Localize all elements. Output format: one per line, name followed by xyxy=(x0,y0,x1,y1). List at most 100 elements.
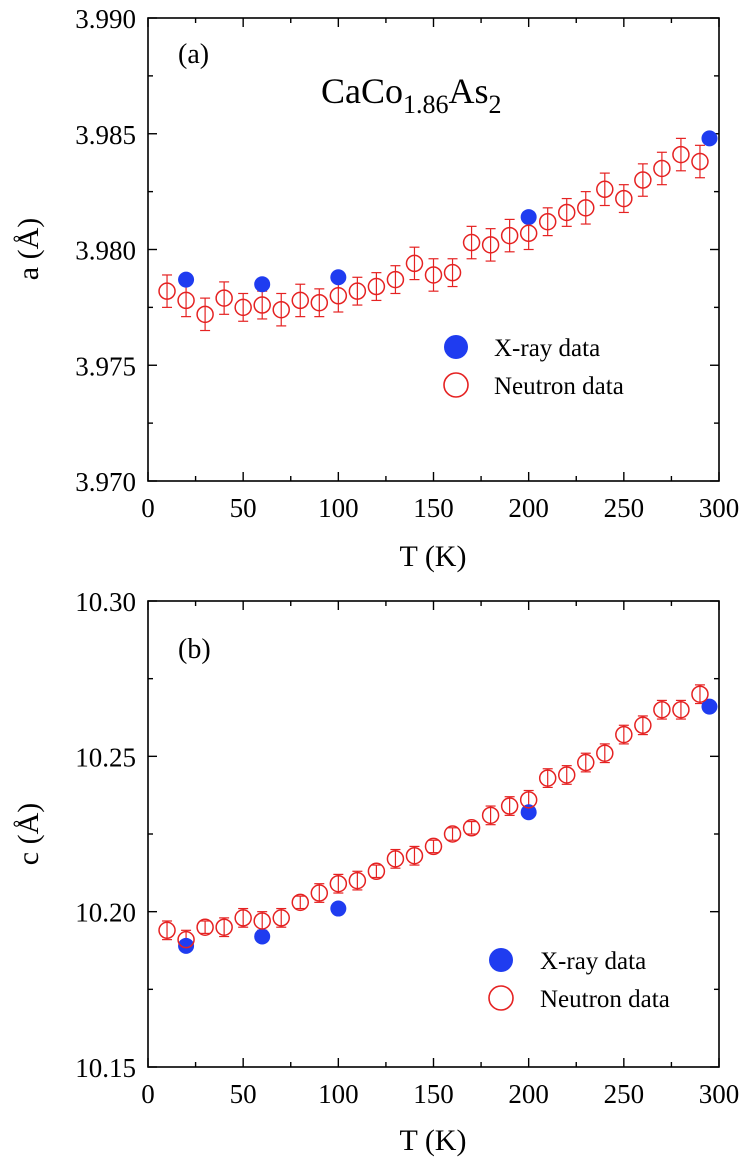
neutron-point xyxy=(481,806,500,825)
x-tick-label: 250 xyxy=(604,493,645,523)
neutron-point xyxy=(519,791,538,809)
x-tick-label: 50 xyxy=(230,1079,257,1109)
neutron-point xyxy=(215,289,233,307)
neutron-point xyxy=(158,282,176,300)
xray-point xyxy=(520,804,537,821)
y-tick-label: 3.975 xyxy=(75,351,136,381)
y-tick-label: 3.970 xyxy=(75,467,136,497)
xray-point xyxy=(178,271,195,288)
neutron-point xyxy=(443,825,462,843)
x-tick-label: 250 xyxy=(604,1079,645,1109)
neutron-point xyxy=(310,884,329,902)
legend-marker-neutron-b xyxy=(488,985,514,1011)
legend-b: X-ray data Neutron data xyxy=(488,948,670,1013)
xray-point xyxy=(520,209,537,226)
y-tick-labels-a: 3.970 3.975 3.980 3.985 3.990 xyxy=(75,4,136,497)
x-axis-label-a: T (K) xyxy=(400,540,467,573)
neutron-point xyxy=(386,850,405,868)
neutron-point xyxy=(557,766,576,784)
neutron-point xyxy=(158,921,176,940)
neutron-point xyxy=(348,282,367,300)
legend-marker-neutron-a xyxy=(443,372,469,398)
neutron-point xyxy=(310,293,329,312)
neutron-point xyxy=(291,893,310,912)
y-tick-label: 10.20 xyxy=(75,898,136,928)
x-tick-label: 0 xyxy=(141,493,155,523)
neutron-point xyxy=(691,685,709,703)
xray-point xyxy=(330,269,347,286)
panel-a: 0 50 100 150 200 250 300 3.9703.9753.9803.9853… xyxy=(12,4,739,573)
x-tick-label: 300 xyxy=(699,493,740,523)
neutron-point xyxy=(500,226,519,245)
neutron-point xyxy=(329,874,348,893)
x-tick-label: 200 xyxy=(508,493,549,523)
neutron-point xyxy=(615,189,633,208)
neutron-point xyxy=(500,797,519,815)
data-points-b xyxy=(158,685,718,954)
neutron-point xyxy=(672,700,690,719)
neutron-point xyxy=(329,287,348,305)
neutron-point xyxy=(253,296,271,314)
compound-base: CaCo xyxy=(321,71,403,111)
neutron-point xyxy=(386,270,405,289)
compound-title: CaCo1.86As2 xyxy=(321,71,502,119)
x-tick-label: 150 xyxy=(413,1079,454,1109)
neutron-point xyxy=(577,753,595,772)
legend-a: X-ray data Neutron data xyxy=(443,335,624,400)
xray-point xyxy=(254,928,271,945)
neutron-point xyxy=(405,846,424,865)
x-tick-label: 200 xyxy=(508,1079,549,1109)
neutron-point xyxy=(253,912,271,930)
neutron-point xyxy=(653,159,671,178)
neutron-point xyxy=(367,862,386,881)
neutron-point xyxy=(272,909,290,927)
legend-label-xray-a: X-ray data xyxy=(494,335,600,362)
xray-point xyxy=(254,276,271,293)
panel-b: 0 50 100 150 200 250 300 10.1510.2010.2510.30 … xyxy=(12,587,739,1157)
y-tick-label: 10.25 xyxy=(75,742,136,772)
neutron-point xyxy=(272,300,290,319)
x-tick-label: 100 xyxy=(318,493,359,523)
xray-point xyxy=(701,698,718,715)
x-tick-labels-b: 0 50 100 150 200 250 300 xyxy=(141,1079,739,1109)
neutron-point xyxy=(215,918,233,936)
neutron-point xyxy=(672,145,690,164)
neutron-point xyxy=(348,871,367,890)
neutron-point xyxy=(538,769,557,787)
ticks-a xyxy=(147,17,720,482)
y-tick-label: 3.990 xyxy=(75,4,136,34)
neutron-point xyxy=(405,254,424,273)
neutron-point xyxy=(424,837,443,856)
compound-mid: As xyxy=(449,71,489,111)
compound-sub1: 1.86 xyxy=(403,90,449,119)
y-tick-label: 10.30 xyxy=(75,587,136,617)
legend-marker-xray-a xyxy=(444,335,468,359)
y-axis-label-b: c (Å) xyxy=(12,803,45,865)
legend-label-neutron-b: Neutron data xyxy=(540,986,670,1013)
xray-point xyxy=(178,937,195,954)
x-tick-label: 100 xyxy=(318,1079,359,1109)
neutron-point xyxy=(538,212,557,231)
plot-frame-a xyxy=(147,17,720,482)
neutron-point xyxy=(615,725,633,744)
neutron-point xyxy=(557,203,576,222)
neutron-point xyxy=(691,152,709,171)
legend-label-xray-b: X-ray data xyxy=(540,948,646,975)
neutron-point xyxy=(481,236,500,254)
xray-point xyxy=(330,900,347,917)
neutron-point xyxy=(424,266,443,284)
neutron-point xyxy=(234,909,252,927)
compound-sub2: 2 xyxy=(489,90,502,119)
neutron-point xyxy=(577,199,595,217)
legend-label-neutron-a: Neutron data xyxy=(494,373,624,400)
legend-marker-xray-b xyxy=(489,948,513,972)
neutron-point xyxy=(196,305,214,324)
y-tick-label: 3.980 xyxy=(75,236,136,266)
neutron-point xyxy=(196,918,214,936)
neutron-point xyxy=(462,819,481,837)
neutron-point xyxy=(519,224,538,243)
xray-point xyxy=(701,130,718,147)
neutron-point xyxy=(177,930,195,949)
neutron-point xyxy=(653,700,671,719)
neutron-point xyxy=(634,171,652,189)
